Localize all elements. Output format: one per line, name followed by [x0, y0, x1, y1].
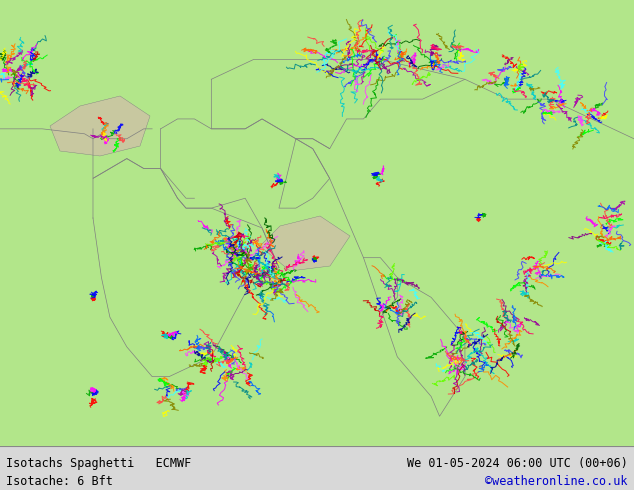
Polygon shape	[260, 216, 350, 271]
Text: Isotache: 6 Bft: Isotache: 6 Bft	[6, 475, 113, 488]
Text: Isotachs Spaghetti   ECMWF: Isotachs Spaghetti ECMWF	[6, 457, 191, 470]
Polygon shape	[50, 96, 150, 156]
Text: We 01-05-2024 06:00 UTC (00+06): We 01-05-2024 06:00 UTC (00+06)	[407, 457, 628, 470]
Text: ©weatheronline.co.uk: ©weatheronline.co.uk	[485, 475, 628, 488]
